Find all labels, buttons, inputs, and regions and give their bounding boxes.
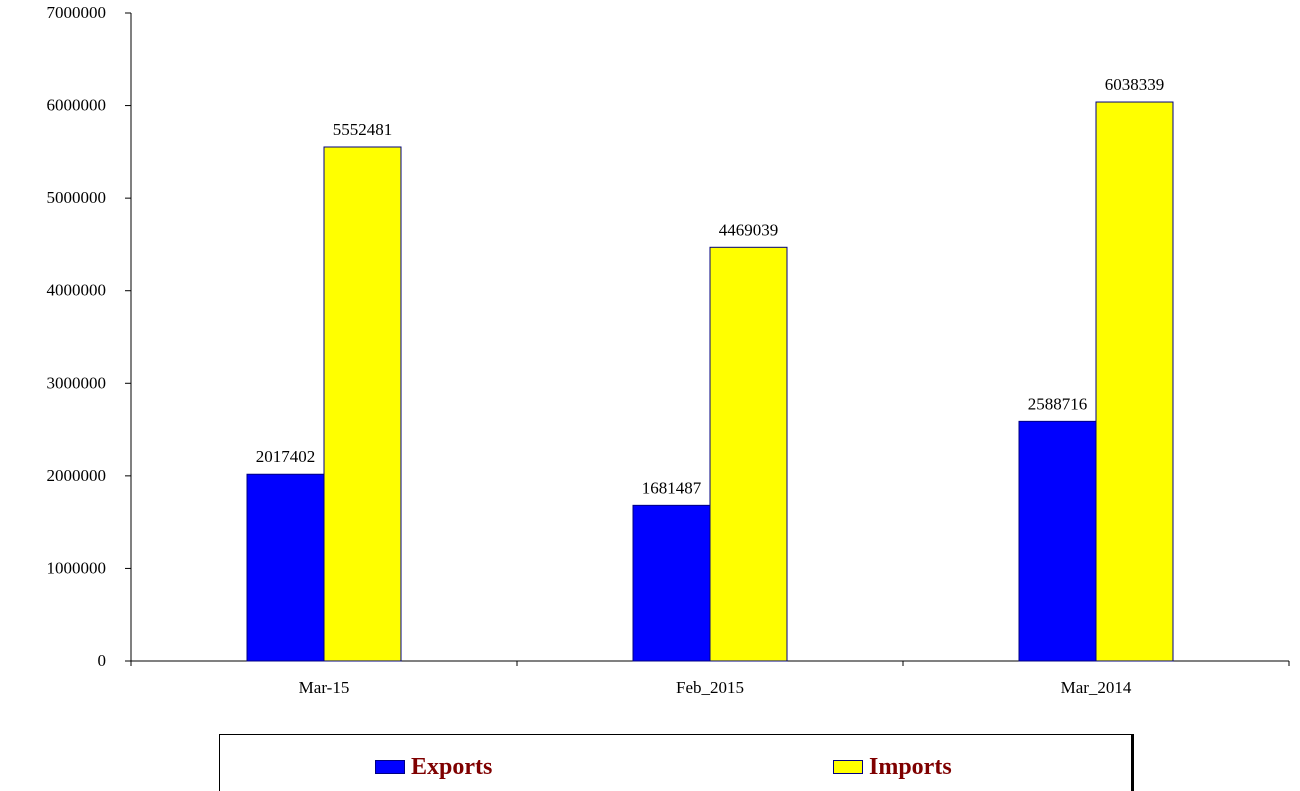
x-tick-label: Mar_2014 <box>1061 678 1132 697</box>
x-tick-label: Mar-15 <box>299 678 350 697</box>
x-tick-label: Feb_2015 <box>676 678 744 697</box>
legend: Exports Imports <box>219 734 1134 791</box>
data-label-exports: 1681487 <box>642 478 702 497</box>
legend-item-exports: Exports <box>375 755 492 779</box>
data-label-imports: 6038339 <box>1105 75 1165 94</box>
bar-chart: 0 1000000 2000000 3000000 4000000 5000000 6000… <box>47 3 1290 697</box>
data-label-imports: 4469039 <box>719 220 779 239</box>
legend-swatch-exports <box>375 760 405 774</box>
data-label-exports: 2017402 <box>256 447 316 466</box>
bar-exports <box>1018 420 1097 662</box>
bar-imports <box>1095 101 1174 662</box>
legend-label-exports: Exports <box>411 754 493 780</box>
bar-exports <box>632 504 711 662</box>
data-label-imports: 5552481 <box>333 120 393 139</box>
y-tick-label: 5000000 <box>47 188 107 207</box>
y-tick-label: 2000000 <box>47 466 107 485</box>
data-labels: 2017402 1681487 2588716 5552481 4469039 60383… <box>256 75 1165 497</box>
y-tick-label: 4000000 <box>47 281 107 300</box>
bars <box>246 101 1174 662</box>
bar-exports <box>246 473 325 662</box>
data-label-exports: 2588716 <box>1028 394 1088 413</box>
legend-swatch-imports <box>833 760 863 774</box>
legend-label-imports: Imports <box>869 754 952 780</box>
legend-item-imports: Imports <box>833 755 952 779</box>
y-axis: 0 1000000 2000000 3000000 4000000 5000000 6000… <box>47 3 132 670</box>
y-tick-label: 1000000 <box>47 558 107 577</box>
y-tick-label: 6000000 <box>47 96 107 115</box>
x-axis: Mar-15 Feb_2015 Mar_2014 <box>130 660 1290 697</box>
y-tick-label: 3000000 <box>47 373 107 392</box>
y-tick-label: 7000000 <box>47 3 107 22</box>
bar-imports <box>709 246 788 662</box>
bar-imports <box>323 146 402 662</box>
y-tick-label: 0 <box>98 651 107 670</box>
